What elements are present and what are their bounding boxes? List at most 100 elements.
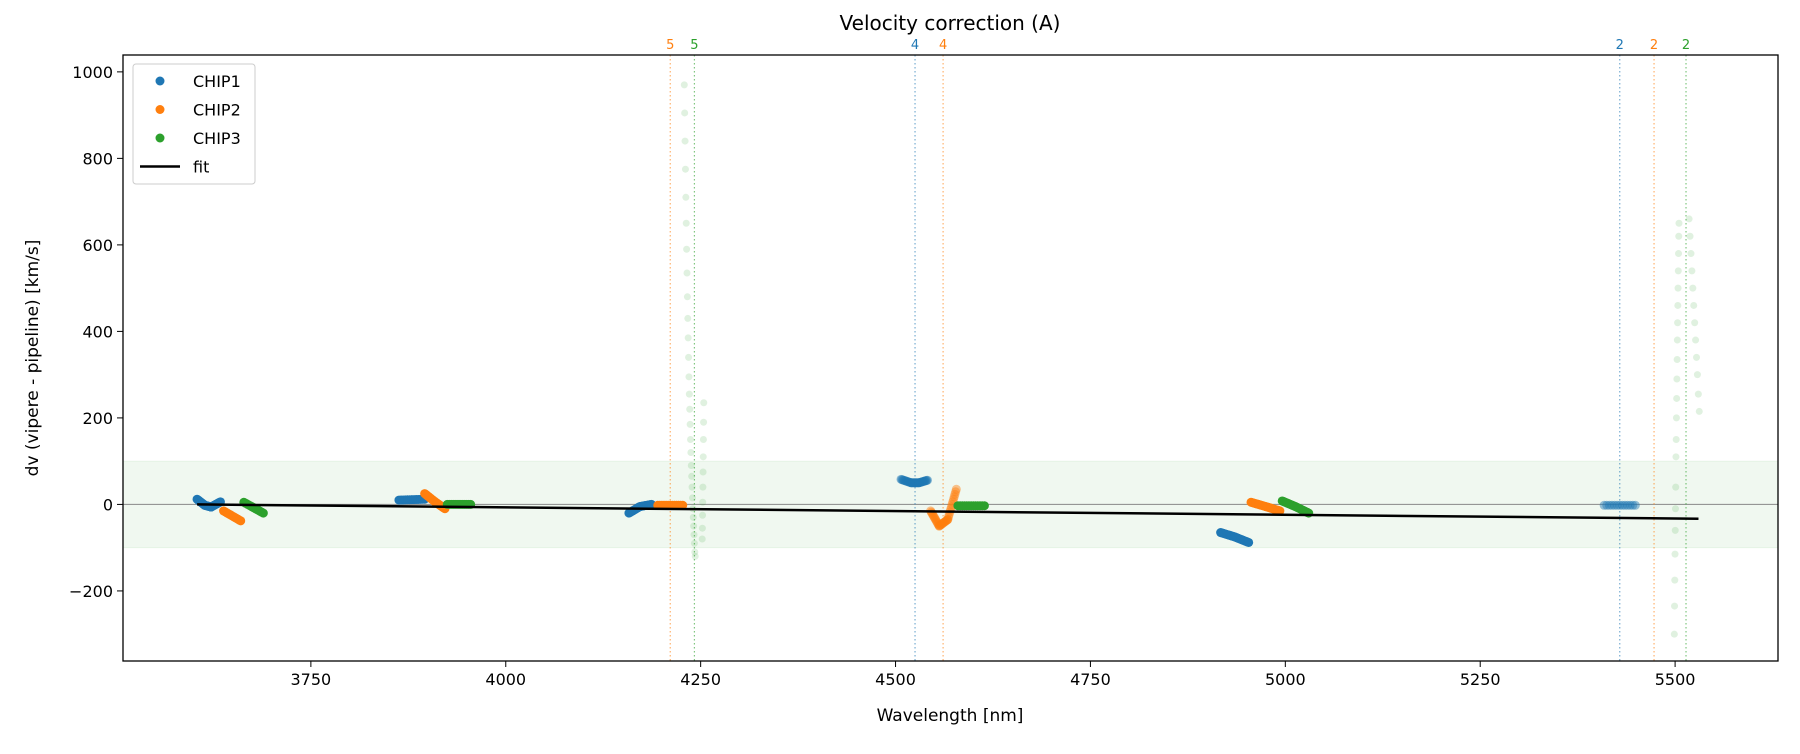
- data-point-chip3: [258, 508, 268, 518]
- x-tick-label: 5500: [1655, 670, 1696, 689]
- data-point-chip2: [950, 489, 960, 499]
- outlier-point: [685, 353, 693, 361]
- data-point-chip2: [943, 512, 953, 522]
- data-point-chip1: [1244, 537, 1254, 547]
- data-point-chip1: [906, 478, 916, 488]
- outlier-point: [1674, 319, 1682, 327]
- data-point-chip1: [898, 475, 908, 485]
- outlier-point: [681, 109, 689, 117]
- data-point-chip2: [941, 516, 951, 526]
- data-point-chip1: [1630, 500, 1640, 510]
- data-point-chip1: [1623, 500, 1633, 510]
- outlier-point: [682, 219, 690, 227]
- y-tick-label: 0: [103, 495, 113, 514]
- data-point-chip1: [911, 478, 921, 488]
- outlier-point: [691, 552, 699, 560]
- outlier-point: [1689, 284, 1697, 292]
- data-point-chip2: [932, 517, 942, 527]
- data-point-chip1: [900, 476, 910, 486]
- outlier-point: [690, 531, 698, 539]
- data-point-chip2: [934, 521, 944, 531]
- y-tick-label: 600: [82, 236, 113, 255]
- data-point-chip1: [923, 475, 933, 485]
- outlier-point: [688, 494, 696, 502]
- outlier-point: [689, 513, 697, 521]
- data-point-chip2: [929, 512, 939, 522]
- outlier-point: [698, 535, 706, 543]
- outlier-point: [690, 522, 698, 530]
- outlier-point: [1675, 219, 1683, 227]
- data-point-chip1: [918, 477, 928, 487]
- data-point-chip1: [897, 475, 907, 485]
- outlier-point: [1671, 550, 1679, 558]
- outlier-point: [681, 165, 689, 173]
- outlier-point: [686, 420, 694, 428]
- data-point-chip1: [1610, 500, 1620, 510]
- data-point-chip1: [1604, 500, 1614, 510]
- outlier-point: [1686, 232, 1694, 240]
- y-tick-label: 400: [82, 322, 113, 341]
- data-point-chip2: [931, 515, 941, 525]
- data-point-chip1: [912, 478, 922, 488]
- x-axis-label: Wavelength [nm]: [877, 706, 1024, 726]
- outlier-point: [1673, 394, 1681, 402]
- data-point-chip1: [921, 476, 931, 486]
- outlier-point: [683, 269, 691, 277]
- outlier-point: [1673, 375, 1681, 383]
- data-point-chip2: [943, 515, 953, 525]
- outlier-point: [1671, 576, 1679, 584]
- data-point-chip1: [907, 478, 917, 488]
- order-label: 2: [1650, 38, 1658, 53]
- legend-label: CHIP3: [193, 129, 241, 148]
- data-point-chip2: [936, 519, 946, 529]
- legend-marker-icon: [155, 76, 165, 86]
- data-point-chip1: [909, 478, 919, 488]
- outlier-point: [681, 137, 689, 145]
- data-point-chip1: [1599, 500, 1609, 510]
- axes-frame: [122, 54, 1779, 662]
- data-point-chip3: [979, 501, 989, 511]
- data-point-chip1: [1607, 500, 1617, 510]
- data-point-chip2: [951, 484, 961, 494]
- outlier-point: [688, 483, 696, 491]
- outlier-point: [699, 453, 707, 461]
- outlier-point: [700, 399, 708, 407]
- data-point-chip2: [1275, 506, 1285, 516]
- outlier-point: [1695, 407, 1703, 415]
- data-point-chip1: [899, 475, 909, 485]
- outlier-point: [1670, 630, 1678, 638]
- data-point-chip2: [930, 513, 940, 523]
- data-point-chip1: [904, 477, 914, 487]
- outlier-point: [687, 461, 695, 469]
- outlier-point: [688, 472, 696, 480]
- order-label: 5: [690, 38, 698, 53]
- legend-marker-icon: [155, 105, 165, 114]
- outlier-point: [699, 498, 707, 506]
- data-point-chip2: [949, 492, 959, 502]
- data-point-chip1: [918, 476, 928, 486]
- y-tick-label: 800: [82, 149, 113, 168]
- data-point-chip1: [899, 475, 909, 485]
- outlier-point: [1671, 602, 1679, 610]
- data-point-chip1: [901, 476, 911, 486]
- outlier-point: [1671, 505, 1679, 513]
- outlier-point: [1688, 267, 1696, 275]
- x-tick-label: 4250: [680, 670, 721, 689]
- x-tick-label: 3750: [291, 670, 332, 689]
- outlier-point: [1694, 390, 1702, 398]
- outlier-point: [690, 539, 698, 547]
- outlier-point: [1674, 284, 1682, 292]
- order-label: 2: [1616, 38, 1624, 53]
- data-point-chip2: [938, 518, 948, 528]
- legend: CHIP1 CHIP2 CHIP3 fit: [132, 63, 256, 185]
- x-tick-label: 4000: [485, 670, 526, 689]
- outlier-point: [682, 193, 690, 201]
- data-point-chip1: [906, 478, 916, 488]
- outlier-point: [683, 293, 691, 301]
- data-point-chip1: [917, 477, 927, 487]
- order-label: 2: [1682, 38, 1690, 53]
- legend-label: CHIP2: [193, 101, 241, 120]
- data-point-chip2: [948, 494, 958, 504]
- data-point-chip2: [939, 517, 949, 527]
